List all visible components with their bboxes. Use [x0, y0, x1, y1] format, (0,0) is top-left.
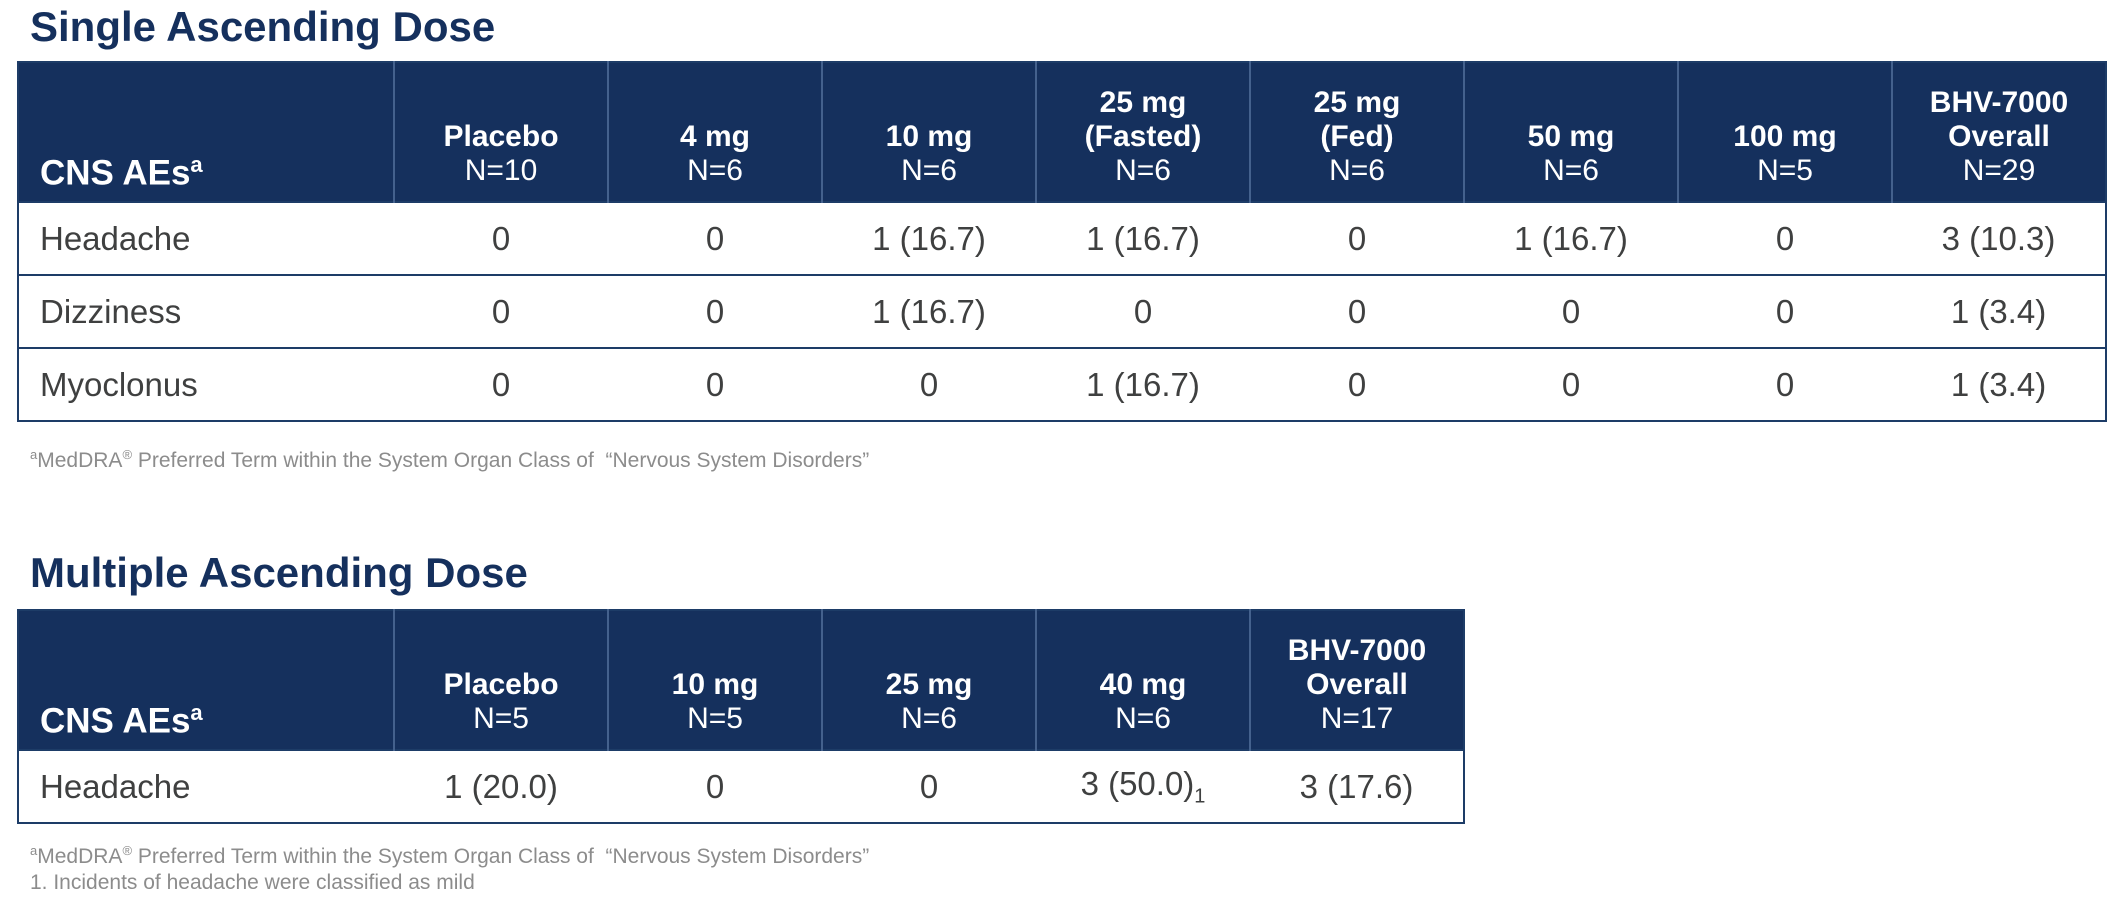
- table-cell: 1 (16.7): [1036, 201, 1250, 275]
- column-header: 10 mg N=6: [821, 62, 1036, 202]
- table-cell: 0: [608, 749, 822, 823]
- table-cell: 3 (10.3): [1892, 201, 2106, 275]
- table-cell: 0: [394, 347, 608, 421]
- column-header: 25 mg (Fasted) N=6: [1035, 62, 1250, 202]
- table-cell: 0: [1678, 201, 1892, 275]
- table-cell: 0: [1036, 274, 1250, 348]
- footnote-marker-a: a: [190, 152, 203, 178]
- table-cell: 0: [1464, 274, 1678, 348]
- footnote-block: aMedDRA® Preferred Term within the Syste…: [30, 838, 2123, 896]
- table-cell: 0: [394, 274, 608, 348]
- table-row: Myoclonus 0 0 0 1 (16.7) 0 0 0 1 (3.4): [18, 347, 2106, 421]
- table-cell: 0: [1250, 201, 1464, 275]
- footnote-marker-1: 1: [1194, 785, 1206, 808]
- table-cell: 3 (17.6): [1250, 749, 1464, 823]
- table-cell: 0: [1678, 347, 1892, 421]
- table-cell: 0: [1678, 274, 1892, 348]
- footnote-marker-a: a: [190, 700, 203, 726]
- table-body: Headache 1 (20.0) 0 0 3 (50.0)1 3 (17.6): [18, 749, 1464, 823]
- column-header: 25 mg (Fed) N=6: [1249, 62, 1464, 202]
- table-cell: 1 (3.4): [1892, 347, 2106, 421]
- table-cell: 1 (16.7): [1464, 201, 1678, 275]
- table-cell: 0: [822, 749, 1036, 823]
- table-cell: 1 (16.7): [822, 201, 1036, 275]
- corner-header-cns-aes: CNS AEsa: [18, 62, 394, 202]
- single-ascending-dose-table: CNS AEsa Placebo N=10 4 mg N=6 10 mg N=6 25 mg…: [17, 61, 2107, 422]
- footnote-line: 1. Incidents of headache were classified…: [30, 871, 475, 894]
- table-cell: 0: [608, 201, 822, 275]
- table-cell: 0: [1250, 347, 1464, 421]
- row-label: Headache: [18, 749, 394, 823]
- table-cell: 0: [608, 274, 822, 348]
- column-header: 40 mg N=6: [1035, 610, 1250, 750]
- multiple-ascending-dose-table: CNS AEsa Placebo N=5 10 mg N=5 25 mg N=6 40 mg…: [17, 609, 1465, 824]
- footnote-line: aMedDRA® Preferred Term within the Syste…: [30, 447, 870, 472]
- column-header: BHV-7000 Overall N=29: [1891, 62, 2106, 202]
- table-cell: 0: [608, 347, 822, 421]
- table-cell: 0: [1464, 347, 1678, 421]
- single-ascending-dose-section: Single Ascending Dose CNS AEsa Placebo N=…: [0, 4, 2123, 474]
- column-header: 100 mg N=5: [1677, 62, 1892, 202]
- table-cell: 0: [822, 347, 1036, 421]
- table-row: Headache 1 (20.0) 0 0 3 (50.0)1 3 (17.6): [18, 749, 1464, 823]
- table-row: Dizziness 0 0 1 (16.7) 0 0 0 0 1 (3.4): [18, 274, 2106, 348]
- table-cell: 0: [1250, 274, 1464, 348]
- section-title-single-ascending-dose: Single Ascending Dose: [30, 3, 496, 50]
- table-cell: 3 (50.0)1: [1036, 749, 1250, 823]
- table-cell: 1 (20.0): [394, 749, 608, 823]
- column-header: Placebo N=5: [393, 610, 608, 750]
- footnote-block: aMedDRA® Preferred Term within the Syste…: [30, 442, 2123, 474]
- column-header: 50 mg N=6: [1463, 62, 1678, 202]
- multiple-ascending-dose-section: Multiple Ascending Dose CNS AEsa Placebo…: [0, 550, 2123, 896]
- table-cell: 1 (3.4): [1892, 274, 2106, 348]
- row-label: Headache: [18, 201, 394, 275]
- page: { "colors":{ "header_navy":"#15305D", "h…: [0, 4, 2123, 902]
- corner-header-cns-aes: CNS AEsa: [18, 610, 394, 750]
- footnote-line: aMedDRA® Preferred Term within the Syste…: [30, 843, 870, 868]
- column-header: 4 mg N=6: [607, 62, 822, 202]
- table-cell: 1 (16.7): [822, 274, 1036, 348]
- header-row: CNS AEsa Placebo N=5 10 mg N=5 25 mg N=6 40 mg…: [18, 610, 1464, 750]
- column-header: BHV-7000 Overall N=17: [1249, 610, 1464, 750]
- column-header: Placebo N=10: [393, 62, 608, 202]
- column-header: 25 mg N=6: [821, 610, 1036, 750]
- header-row: CNS AEsa Placebo N=10 4 mg N=6 10 mg N=6 25 mg…: [18, 62, 2106, 202]
- section-title-multiple-ascending-dose: Multiple Ascending Dose: [30, 549, 528, 596]
- table-row: Headache 0 0 1 (16.7) 1 (16.7) 0 1 (16.7) 0 3 (1…: [18, 201, 2106, 275]
- row-label: Myoclonus: [18, 347, 394, 421]
- table-body: Headache 0 0 1 (16.7) 1 (16.7) 0 1 (16.7) 0 3 (1…: [18, 201, 2106, 421]
- row-label: Dizziness: [18, 274, 394, 348]
- column-header: 10 mg N=5: [607, 610, 822, 750]
- table-cell: 0: [394, 201, 608, 275]
- table-cell: 1 (16.7): [1036, 347, 1250, 421]
